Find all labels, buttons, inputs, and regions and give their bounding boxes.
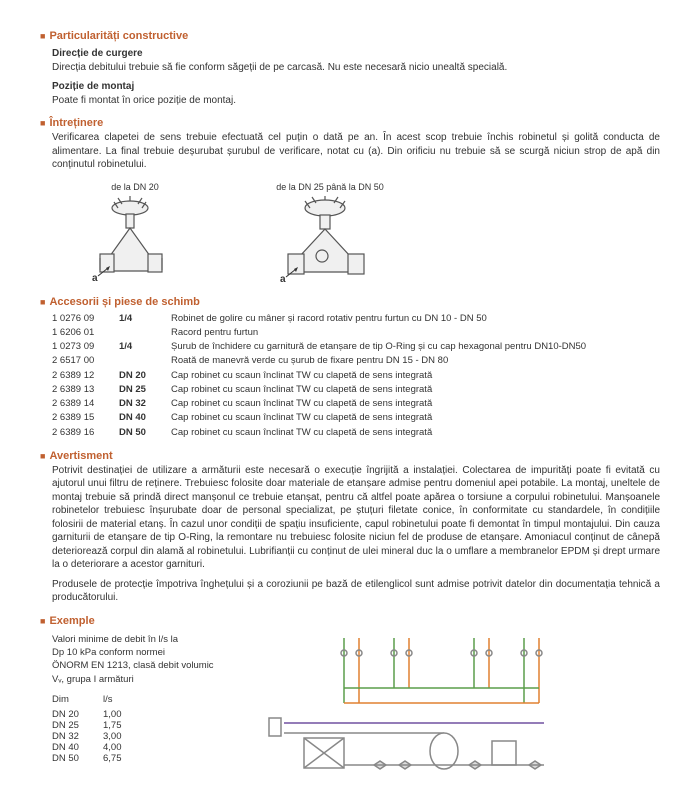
acc-size: DN 32 <box>119 397 159 411</box>
section-intretinere-title: Întreținere <box>40 117 660 129</box>
pozitie-text: Poate fi montat în orice poziție de mont… <box>52 94 660 108</box>
dim-row: DN 50 6,75 <box>52 753 214 764</box>
acc-desc: Cap robinet cu scaun înclinat TW cu clap… <box>171 369 660 383</box>
avertisment-text1: Potrivit destinației de utilizare a armă… <box>52 464 660 572</box>
acc-code: 1 0276 09 <box>52 312 107 326</box>
accessory-row: 2 6389 15 DN 40 Cap robinet cu scaun încli… <box>52 411 660 425</box>
acc-desc: Cap robinet cu scaun înclinat TW cu clap… <box>171 426 660 440</box>
acc-desc: Cap robinet cu scaun înclinat TW cu clap… <box>171 397 660 411</box>
accessory-row: 2 6389 12 DN 20 Cap robinet cu scaun încli… <box>52 369 660 383</box>
accessory-row: 2 6389 13 DN 25 Cap robinet cu scaun încli… <box>52 383 660 397</box>
section-avertisment-title: Avertisment <box>40 450 660 462</box>
dim-header: Dim <box>52 694 87 705</box>
acc-size: DN 20 <box>119 369 159 383</box>
ls-value: 6,75 <box>103 753 122 764</box>
dim-row: DN 32 3,00 <box>52 731 214 742</box>
dim-row: DN 25 1,75 <box>52 720 214 731</box>
dim-value: DN 25 <box>52 720 87 731</box>
acc-size: 1/4 <box>119 340 159 354</box>
dim-row: DN 40 4,00 <box>52 742 214 753</box>
acc-code: 2 6389 14 <box>52 397 107 411</box>
accessories-table: 1 0276 09 1/4 Robinet de golire cu mâner ș… <box>52 312 660 440</box>
section-particularitati-title: Particularități constructive <box>40 30 660 42</box>
dim-value: DN 40 <box>52 742 87 753</box>
valve-diagrams: de la DN 20 a de la DN 25 până la DN 50 <box>80 182 660 286</box>
acc-code: 2 6517 00 <box>52 354 107 368</box>
valve-label-1: de la DN 20 <box>80 182 190 192</box>
exemple-intro2: Dp 10 kPa conform normei <box>52 646 214 659</box>
accessory-row: 2 6389 14 DN 32 Cap robinet cu scaun încli… <box>52 397 660 411</box>
ls-header: l/s <box>103 694 113 705</box>
intretinere-text: Verificarea clapetei de sens trebuie efe… <box>52 131 660 172</box>
acc-size: DN 50 <box>119 426 159 440</box>
acc-code: 1 6206 01 <box>52 326 107 340</box>
accessory-row: 2 6517 00 Roată de manevră verde cu șurub… <box>52 354 660 368</box>
acc-size <box>119 354 159 368</box>
acc-desc: Racord pentru furtun <box>171 326 660 340</box>
accessory-row: 1 6206 01 Racord pentru furtun <box>52 326 660 340</box>
acc-size: DN 25 <box>119 383 159 397</box>
valve-icon-1: a <box>80 196 190 286</box>
acc-desc: Cap robinet cu scaun înclinat TW cu clap… <box>171 411 660 425</box>
acc-desc: Șurub de închidere cu garnitură de etanș… <box>171 340 660 354</box>
acc-code: 1 0273 09 <box>52 340 107 354</box>
accessory-row: 1 0276 09 1/4 Robinet de golire cu mâner ș… <box>52 312 660 326</box>
ls-value: 1,00 <box>103 709 122 720</box>
ls-value: 4,00 <box>103 742 122 753</box>
exemple-intro1: Valori minime de debit în l/s la <box>52 633 214 646</box>
ls-value: 1,75 <box>103 720 122 731</box>
svg-text:a: a <box>280 274 286 285</box>
exemple-intro3: ÖNORM EN 1213, clasă debit volumic <box>52 659 214 672</box>
accessory-row: 1 0273 09 1/4 Șurub de închidere cu garnit… <box>52 340 660 354</box>
acc-size <box>119 326 159 340</box>
avertisment-text2: Produsele de protecție împotriva înghețu… <box>52 578 660 605</box>
acc-size: 1/4 <box>119 312 159 326</box>
svg-text:a: a <box>92 273 98 284</box>
section-exemple-title: Exemple <box>40 615 660 627</box>
acc-desc: Cap robinet cu scaun înclinat TW cu clap… <box>171 383 660 397</box>
acc-desc: Roată de manevră verde cu șurub de fixar… <box>171 354 660 368</box>
dim-value: DN 50 <box>52 753 87 764</box>
dim-value: DN 32 <box>52 731 87 742</box>
ls-value: 3,00 <box>103 731 122 742</box>
piping-diagram <box>244 633 554 783</box>
directie-title: Direcție de curgere <box>52 48 660 59</box>
acc-code: 2 6389 13 <box>52 383 107 397</box>
dim-value: DN 20 <box>52 709 87 720</box>
section-accesorii-title: Accesorii și piese de schimb <box>40 296 660 308</box>
acc-code: 2 6389 15 <box>52 411 107 425</box>
accessory-row: 2 6389 16 DN 50 Cap robinet cu scaun încli… <box>52 426 660 440</box>
exemple-intro4: Vᵥ, grupa I armături <box>52 673 214 686</box>
acc-desc: Robinet de golire cu mâner și racord rot… <box>171 312 660 326</box>
valve-label-2: de la DN 25 până la DN 50 <box>270 182 390 192</box>
pozitie-title: Poziție de montaj <box>52 81 660 92</box>
acc-code: 2 6389 16 <box>52 426 107 440</box>
acc-size: DN 40 <box>119 411 159 425</box>
acc-code: 2 6389 12 <box>52 369 107 383</box>
dim-row: DN 20 1,00 <box>52 709 214 720</box>
directie-text: Direcția debitului trebuie să fie confor… <box>52 61 660 75</box>
valve-icon-2: a <box>270 196 390 286</box>
